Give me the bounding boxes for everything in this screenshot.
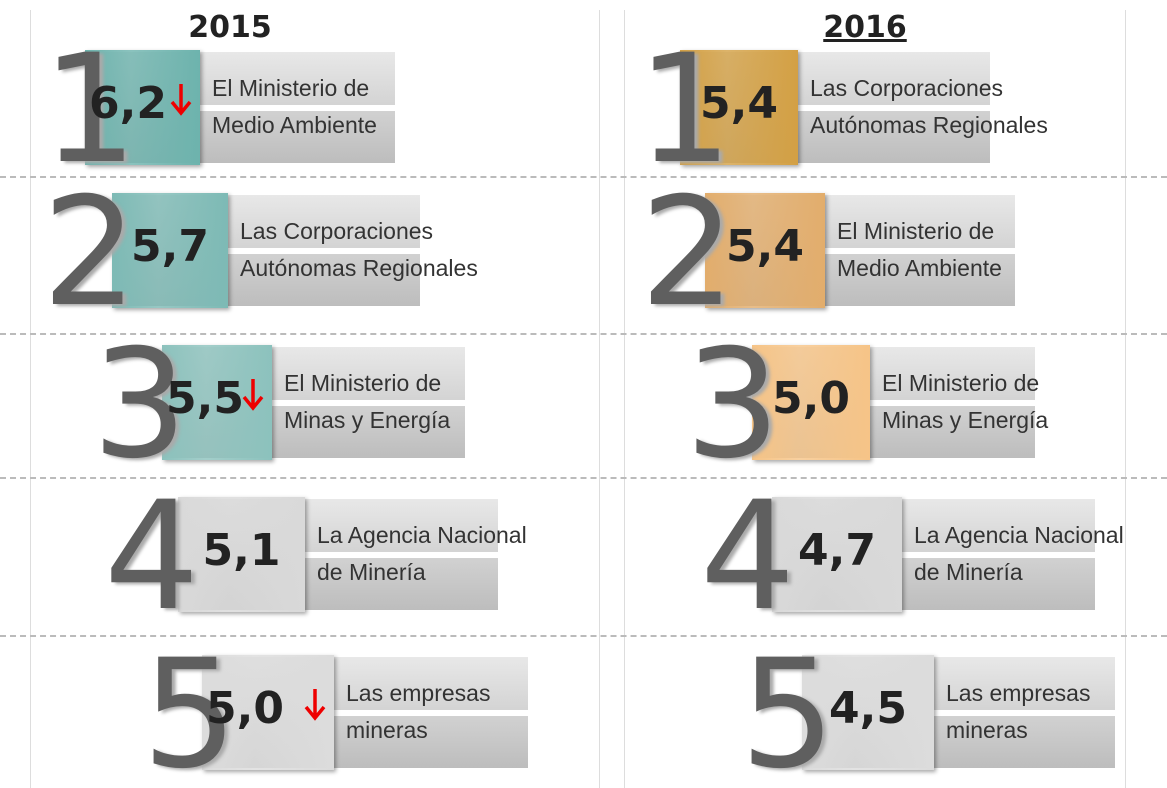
entity-label: Las empresas: [946, 680, 1091, 706]
entity-label: mineras: [946, 717, 1028, 743]
bar-stripe: [228, 247, 420, 254]
entity-label: Autónomas Regionales: [240, 255, 478, 281]
bar-stripe: [272, 399, 465, 406]
bar-stripe: [305, 551, 498, 558]
rank-digit: 3: [92, 318, 187, 492]
score: 5,4: [700, 78, 778, 129]
down-arrow: [170, 84, 192, 116]
bar-stripe: [200, 104, 395, 111]
rank-digit: 4: [104, 470, 199, 644]
entity-label: Minas y Energía: [882, 407, 1049, 433]
entity-label: Autónomas Regionales: [810, 112, 1048, 138]
divider: [0, 477, 1167, 479]
rank-digit: 1: [42, 23, 137, 197]
down-arrow: [242, 379, 264, 411]
entity-label: El Ministerio de: [212, 75, 370, 101]
rank-digit: 4: [700, 470, 795, 644]
divider: [0, 333, 1167, 335]
score-box: [705, 193, 825, 308]
divider: [0, 635, 1167, 637]
rank-digit: 3: [685, 318, 780, 492]
bar-stripe: [825, 247, 1015, 254]
entity-label: El Ministerio de: [284, 370, 442, 396]
score: 5,0: [206, 683, 284, 734]
entity-label: Medio Ambiente: [212, 112, 377, 138]
entity-label: mineras: [346, 717, 428, 743]
rank-digit: 5: [740, 628, 835, 788]
score: 5,4: [726, 221, 804, 272]
score-box: [178, 497, 305, 612]
rank-digit: 5: [142, 628, 237, 788]
entity-label: La Agencia Nacional: [317, 522, 527, 548]
entity-label: Las empresas: [346, 680, 491, 706]
year-heading: 2016: [823, 10, 907, 45]
rank-digit: 2: [42, 166, 137, 340]
score: 5,7: [131, 221, 209, 272]
score: 5,5: [166, 373, 244, 424]
entity-label: de Minería: [914, 559, 1023, 585]
score-box: [112, 193, 228, 308]
entity-label: La Agencia Nacional: [914, 522, 1124, 548]
score-box: [802, 655, 934, 770]
entity-label: Minas y Energía: [284, 407, 451, 433]
score: 4,7: [798, 525, 876, 576]
down-arrow: [304, 689, 326, 721]
score-box: [680, 50, 798, 165]
entity-label: El Ministerio de: [837, 218, 995, 244]
entity-label: de Minería: [317, 559, 426, 585]
bar-stripe: [334, 709, 528, 716]
bar-stripe: [934, 709, 1115, 716]
score: 5,0: [772, 373, 850, 424]
entity-label: Medio Ambiente: [837, 255, 1002, 281]
entity-label: El Ministerio de: [882, 370, 1040, 396]
panel: [624, 10, 1126, 788]
score: 5,1: [202, 525, 281, 576]
bar-stripe: [902, 551, 1095, 558]
score-box: [752, 345, 870, 460]
score: 6,2: [89, 78, 167, 129]
score-box: [772, 497, 902, 612]
entity-label: Las Corporaciones: [810, 75, 1004, 101]
bar-stripe: [798, 104, 990, 111]
rank-digit: 1: [637, 23, 732, 197]
score: 4,5: [829, 683, 907, 734]
rank-digit: 2: [640, 166, 735, 340]
entity-label: Las Corporaciones: [240, 218, 434, 244]
panel: [30, 10, 600, 788]
bar-stripe: [870, 399, 1035, 406]
divider: [0, 176, 1167, 178]
year-heading: 2015: [188, 10, 272, 45]
